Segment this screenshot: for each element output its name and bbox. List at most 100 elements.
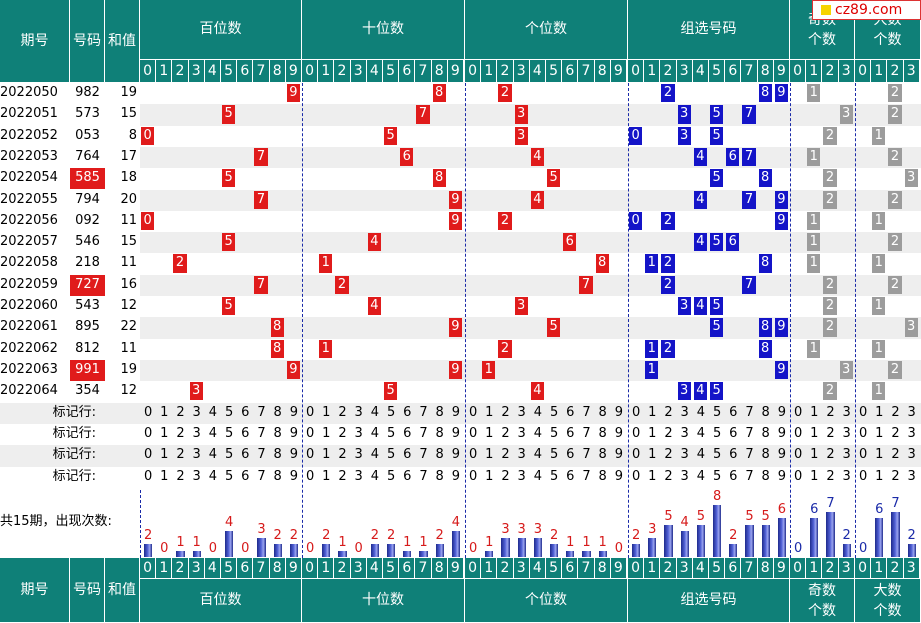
marker-digit[interactable]: 2: [176, 447, 185, 463]
marker-digit[interactable]: 3: [907, 447, 916, 463]
marker-digit[interactable]: 6: [403, 426, 412, 442]
marker-digit[interactable]: 0: [631, 405, 641, 420]
marker-digit[interactable]: 3: [192, 468, 201, 484]
marker-digit[interactable]: 7: [582, 447, 591, 463]
marker-digit[interactable]: 9: [777, 426, 787, 442]
marker-digit[interactable]: 4: [370, 468, 380, 484]
marker-digit[interactable]: 9: [614, 447, 624, 463]
marker-digit[interactable]: 7: [745, 426, 754, 442]
marker-digit[interactable]: 5: [549, 447, 559, 463]
marker-digit[interactable]: 8: [598, 405, 607, 420]
marker-digit[interactable]: 2: [501, 447, 510, 463]
marker-digit[interactable]: 3: [354, 405, 363, 420]
marker-digit[interactable]: 2: [891, 426, 900, 442]
marker-digit[interactable]: 3: [680, 405, 689, 420]
marker-digit[interactable]: 5: [549, 426, 559, 442]
marker-digit[interactable]: 4: [208, 405, 218, 420]
marker-digit[interactable]: 6: [241, 468, 250, 484]
marker-digit[interactable]: 0: [143, 468, 153, 484]
marker-digit[interactable]: 7: [745, 405, 754, 420]
marker-digit[interactable]: 7: [257, 405, 266, 420]
marker-digit[interactable]: 2: [826, 426, 835, 442]
marker-digit[interactable]: 8: [598, 468, 607, 484]
marker-digit[interactable]: 5: [712, 405, 722, 420]
marker-digit[interactable]: 0: [631, 426, 641, 442]
marker-digit[interactable]: 3: [842, 468, 851, 484]
marker-digit[interactable]: 1: [322, 468, 331, 484]
marker-digit[interactable]: 9: [289, 447, 299, 463]
marker-digit[interactable]: 8: [435, 426, 444, 442]
marker-digit[interactable]: 1: [810, 447, 819, 463]
marker-digit[interactable]: 3: [192, 405, 201, 420]
marker-digit[interactable]: 5: [224, 405, 234, 420]
marker-digit[interactable]: 0: [468, 426, 478, 442]
marker-digit[interactable]: 5: [386, 468, 396, 484]
marker-digit[interactable]: 0: [858, 468, 868, 484]
marker-digit[interactable]: 5: [224, 447, 234, 463]
marker-digit[interactable]: 3: [907, 405, 916, 420]
marker-digit[interactable]: 7: [582, 426, 591, 442]
marker-digit[interactable]: 1: [875, 447, 884, 463]
marker-digit[interactable]: 4: [370, 426, 380, 442]
marker-digit[interactable]: 3: [192, 447, 201, 463]
marker-digit[interactable]: 5: [224, 468, 234, 484]
marker-digit[interactable]: 9: [289, 405, 299, 420]
marker-digit[interactable]: 4: [208, 447, 218, 463]
marker-digit[interactable]: 7: [257, 426, 266, 442]
marker-digit[interactable]: 2: [176, 468, 185, 484]
marker-digit[interactable]: 8: [761, 468, 770, 484]
marker-digit[interactable]: 1: [160, 405, 169, 420]
marker-digit[interactable]: 0: [143, 426, 153, 442]
marker-digit[interactable]: 1: [648, 447, 657, 463]
marker-digit[interactable]: 1: [648, 468, 657, 484]
marker-digit[interactable]: 1: [485, 447, 494, 463]
marker-digit[interactable]: 1: [485, 426, 494, 442]
marker-digit[interactable]: 8: [273, 447, 282, 463]
marker-digit[interactable]: 3: [517, 468, 526, 484]
marker-digit[interactable]: 0: [793, 468, 803, 484]
marker-digit[interactable]: 8: [598, 447, 607, 463]
marker-digit[interactable]: 5: [224, 426, 234, 442]
marker-digit[interactable]: 5: [549, 405, 559, 420]
marker-digit[interactable]: 0: [305, 405, 315, 420]
marker-digit[interactable]: 6: [729, 468, 738, 484]
marker-digit[interactable]: 6: [566, 447, 575, 463]
marker-digit[interactable]: 6: [403, 468, 412, 484]
marker-digit[interactable]: 0: [793, 405, 803, 420]
marker-digit[interactable]: 7: [419, 468, 428, 484]
marker-digit[interactable]: 5: [386, 426, 396, 442]
marker-digit[interactable]: 2: [501, 468, 510, 484]
marker-digit[interactable]: 3: [517, 405, 526, 420]
marker-digit[interactable]: 1: [810, 426, 819, 442]
marker-digit[interactable]: 2: [664, 405, 673, 420]
marker-digit[interactable]: 1: [485, 405, 494, 420]
marker-digit[interactable]: 2: [891, 405, 900, 420]
marker-digit[interactable]: 7: [582, 405, 591, 420]
marker-digit[interactable]: 2: [501, 405, 510, 420]
marker-digit[interactable]: 9: [614, 405, 624, 420]
marker-digit[interactable]: 4: [208, 426, 218, 442]
marker-digit[interactable]: 8: [761, 447, 770, 463]
marker-digit[interactable]: 8: [273, 468, 282, 484]
marker-digit[interactable]: 3: [842, 447, 851, 463]
marker-digit[interactable]: 4: [370, 405, 380, 420]
marker-digit[interactable]: 9: [451, 405, 461, 420]
marker-digit[interactable]: 5: [386, 405, 396, 420]
marker-digit[interactable]: 9: [777, 468, 787, 484]
marker-digit[interactable]: 6: [566, 468, 575, 484]
marker-digit[interactable]: 2: [664, 447, 673, 463]
marker-digit[interactable]: 2: [501, 426, 510, 442]
marker-digit[interactable]: 3: [842, 426, 851, 442]
marker-digit[interactable]: 1: [322, 405, 331, 420]
marker-digit[interactable]: 2: [338, 468, 347, 484]
marker-digit[interactable]: 0: [858, 447, 868, 463]
marker-digit[interactable]: 1: [160, 468, 169, 484]
marker-digit[interactable]: 1: [160, 447, 169, 463]
marker-digit[interactable]: 6: [729, 447, 738, 463]
marker-digit[interactable]: 0: [305, 426, 315, 442]
marker-digit[interactable]: 0: [143, 447, 153, 463]
marker-digit[interactable]: 0: [858, 405, 868, 420]
marker-digit[interactable]: 8: [435, 468, 444, 484]
marker-digit[interactable]: 6: [566, 405, 575, 420]
marker-digit[interactable]: 3: [680, 468, 689, 484]
